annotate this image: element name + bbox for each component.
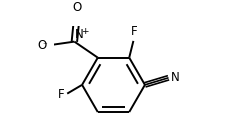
Text: ⁻: ⁻ [42,41,47,50]
Text: F: F [131,25,138,38]
Text: N: N [171,71,180,84]
Text: O: O [72,1,81,14]
Text: N: N [75,28,84,41]
Text: +: + [81,27,89,36]
Text: F: F [58,88,64,101]
Text: O: O [37,39,47,52]
